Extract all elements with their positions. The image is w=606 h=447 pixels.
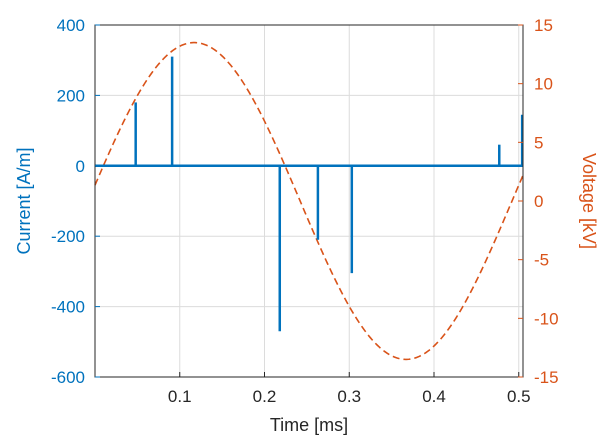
right-tick-label: -15: [534, 368, 559, 387]
right-tick-label: -10: [534, 309, 559, 328]
x-axis-ticks: 0.1 0.2 0.3 0.4 0.5: [168, 372, 531, 406]
left-tick-label: -200: [51, 227, 85, 246]
x-tick-label: 0.2: [253, 387, 277, 406]
right-tick-label: -5: [534, 251, 549, 270]
voltage-series-line: [94, 41, 524, 361]
left-tick-label: -400: [51, 298, 85, 317]
right-tick-label: 0: [534, 192, 543, 211]
right-axis-ticks: 15 10 5 0 -5 -10 -15: [518, 16, 559, 387]
left-axis-ticks: 400 200 0 -200 -400 -600: [51, 16, 100, 387]
left-tick-label: -600: [51, 368, 85, 387]
left-tick-label: 200: [57, 86, 85, 105]
left-axis-label: Current [A/m]: [14, 147, 34, 254]
x-tick-label: 0.3: [337, 387, 361, 406]
x-axis-label: Time [ms]: [270, 415, 348, 435]
right-axis-label: Voltage [kV]: [579, 153, 599, 249]
x-tick-label: 0.1: [168, 387, 192, 406]
plot-background: [95, 25, 523, 377]
right-tick-label: 5: [534, 133, 543, 152]
left-tick-label: 0: [76, 157, 85, 176]
right-tick-label: 10: [534, 75, 553, 94]
right-tick-label: 15: [534, 16, 553, 35]
x-tick-label: 0.5: [507, 387, 531, 406]
x-tick-label: 0.4: [422, 387, 446, 406]
current-series: [95, 56, 524, 332]
left-tick-label: 400: [57, 16, 85, 35]
